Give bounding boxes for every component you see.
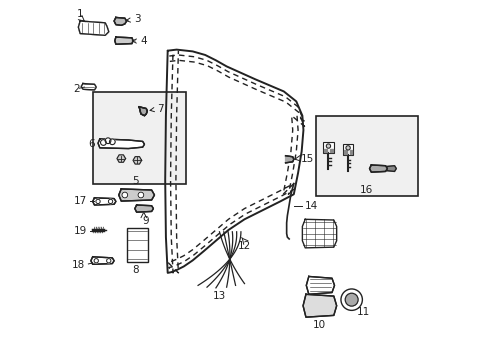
- Circle shape: [340, 289, 362, 310]
- Polygon shape: [78, 21, 108, 35]
- Polygon shape: [91, 257, 114, 264]
- Polygon shape: [303, 294, 336, 317]
- Polygon shape: [115, 37, 133, 44]
- Bar: [329, 149, 332, 152]
- Text: 10: 10: [312, 320, 325, 330]
- Text: 4: 4: [132, 36, 147, 46]
- Text: 9: 9: [142, 216, 148, 226]
- Text: 2: 2: [73, 84, 80, 94]
- Circle shape: [345, 146, 349, 150]
- Bar: [126, 228, 148, 262]
- Polygon shape: [305, 276, 334, 294]
- Polygon shape: [139, 107, 147, 116]
- Text: 5: 5: [132, 176, 139, 186]
- Polygon shape: [135, 205, 153, 212]
- Text: 6: 6: [88, 139, 95, 149]
- Polygon shape: [285, 156, 293, 163]
- Circle shape: [108, 199, 112, 203]
- Polygon shape: [115, 37, 133, 44]
- Text: 8: 8: [132, 265, 139, 275]
- Polygon shape: [302, 219, 336, 248]
- Text: 19: 19: [74, 226, 87, 236]
- Polygon shape: [342, 144, 353, 155]
- Polygon shape: [117, 155, 125, 162]
- Bar: [315, 116, 417, 196]
- Polygon shape: [369, 165, 386, 172]
- Polygon shape: [93, 198, 116, 205]
- Polygon shape: [323, 143, 333, 153]
- Polygon shape: [133, 157, 142, 164]
- Text: 16: 16: [359, 185, 372, 195]
- Polygon shape: [81, 84, 96, 90]
- Text: 7: 7: [150, 104, 163, 113]
- Polygon shape: [114, 18, 126, 25]
- Text: 14: 14: [304, 201, 317, 211]
- Text: 11: 11: [356, 307, 369, 317]
- Text: 13: 13: [212, 292, 225, 301]
- Bar: [349, 150, 352, 154]
- Circle shape: [106, 258, 111, 263]
- Text: 15: 15: [300, 154, 314, 163]
- Circle shape: [105, 138, 111, 144]
- Text: 17: 17: [74, 197, 87, 206]
- Text: 18: 18: [72, 260, 85, 270]
- Polygon shape: [114, 18, 126, 25]
- Polygon shape: [386, 166, 395, 171]
- Text: 3: 3: [126, 14, 140, 24]
- Circle shape: [345, 293, 357, 306]
- Bar: [343, 150, 346, 154]
- Circle shape: [138, 192, 143, 198]
- Circle shape: [325, 144, 330, 148]
- Circle shape: [96, 199, 100, 203]
- Bar: [324, 149, 326, 152]
- Text: 1: 1: [77, 9, 83, 18]
- Bar: [93, 93, 185, 184]
- Circle shape: [94, 258, 98, 263]
- Text: 12: 12: [237, 241, 251, 251]
- Polygon shape: [139, 107, 147, 116]
- Circle shape: [109, 139, 115, 145]
- Circle shape: [101, 140, 106, 145]
- Polygon shape: [98, 139, 144, 149]
- Polygon shape: [119, 189, 154, 201]
- Circle shape: [122, 192, 127, 198]
